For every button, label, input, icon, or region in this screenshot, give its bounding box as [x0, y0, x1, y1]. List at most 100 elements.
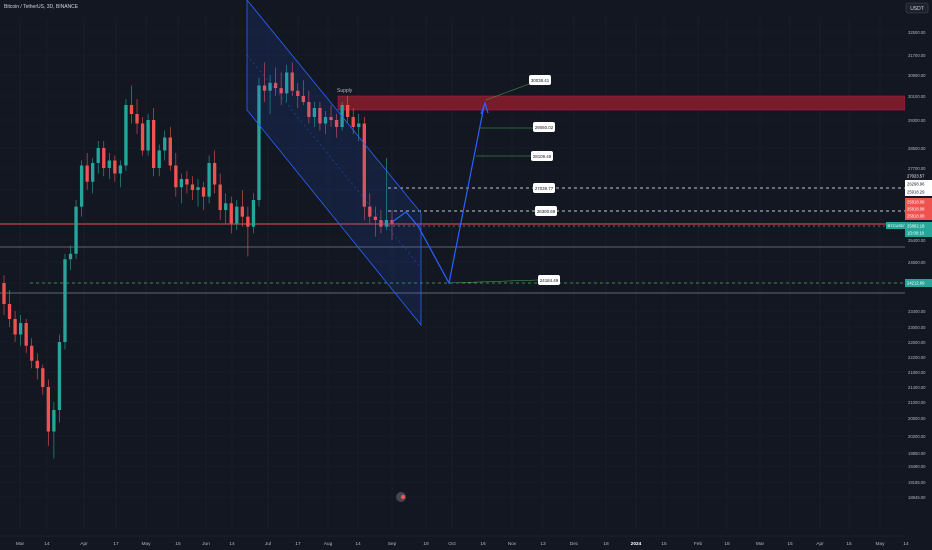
target-label[interactable]: 30038.41: [531, 78, 550, 83]
candle-body[interactable]: [312, 108, 317, 117]
candle-body[interactable]: [146, 120, 150, 151]
candle-body[interactable]: [362, 123, 366, 207]
candle-body[interactable]: [196, 187, 200, 190]
candle-body[interactable]: [135, 114, 139, 124]
candle-body[interactable]: [323, 117, 328, 124]
candle-body[interactable]: [190, 184, 195, 191]
price-badge-3[interactable]: 25918.29: [907, 190, 925, 195]
candles[interactable]: [2, 62, 394, 459]
candle-body[interactable]: [240, 206, 245, 217]
price-badge-4-box[interactable]: [905, 198, 932, 206]
target-label[interactable]: 27039.77: [535, 186, 554, 191]
candle-body[interactable]: [262, 85, 267, 91]
target-label-box[interactable]: [531, 151, 553, 161]
candle-body[interactable]: [168, 137, 172, 166]
candle-body[interactable]: [285, 72, 289, 94]
target-label[interactable]: 28109.49: [533, 154, 552, 159]
currency-badge-box[interactable]: [905, 2, 929, 14]
candle-body[interactable]: [174, 165, 178, 188]
candle-body[interactable]: [268, 82, 272, 91]
candle-body[interactable]: [118, 165, 123, 174]
candle-body[interactable]: [296, 90, 300, 96]
price-badge-2[interactable]: 26298.96: [907, 182, 925, 187]
target-label-box[interactable]: [533, 122, 555, 132]
target-label[interactable]: 24184.49: [540, 278, 559, 283]
candle-body[interactable]: [151, 120, 156, 168]
projection-path[interactable]: [391, 105, 485, 285]
countdown-badge[interactable]: 1D:00:10: [907, 231, 925, 236]
candle-body[interactable]: [307, 102, 311, 117]
target-price-badge[interactable]: 24212.69: [907, 281, 925, 286]
candle-body[interactable]: [218, 184, 222, 211]
symbol-tag[interactable]: BTCUSDT: [888, 223, 907, 228]
candle-body[interactable]: [207, 163, 211, 197]
candle-body[interactable]: [24, 323, 28, 346]
countdown-badge-box[interactable]: [905, 229, 932, 237]
candle-body[interactable]: [124, 105, 128, 166]
candle-body[interactable]: [279, 88, 283, 94]
candle-body[interactable]: [334, 120, 339, 127]
candle-body[interactable]: [373, 216, 378, 220]
candle-body[interactable]: [96, 148, 100, 163]
candle-body[interactable]: [140, 123, 145, 151]
price-badge-4[interactable]: 25818.08: [907, 200, 925, 205]
candle-body[interactable]: [229, 203, 233, 224]
candle-body[interactable]: [290, 72, 294, 91]
price-badge-2-box[interactable]: [905, 180, 932, 188]
candle-body[interactable]: [185, 179, 189, 185]
candle-body[interactable]: [41, 368, 45, 387]
candle-body[interactable]: [13, 319, 17, 335]
candle-body[interactable]: [351, 117, 355, 127]
candle-body[interactable]: [2, 283, 6, 304]
candle-body[interactable]: [212, 163, 217, 185]
candle-body[interactable]: [384, 220, 389, 227]
currency-badge[interactable]: USDT: [910, 6, 924, 12]
candle-body[interactable]: [301, 96, 305, 102]
candle-body[interactable]: [201, 187, 206, 197]
candle-body[interactable]: [246, 216, 250, 227]
target-label-box[interactable]: [538, 275, 560, 285]
candle-body[interactable]: [329, 117, 333, 120]
target-label[interactable]: 29060.02: [535, 125, 554, 130]
candle-body[interactable]: [107, 160, 111, 169]
candle-body[interactable]: [35, 360, 39, 369]
price-badge-6[interactable]: 25818.08: [907, 214, 925, 219]
symbol-tag-box[interactable]: [886, 222, 905, 229]
candle-body[interactable]: [91, 163, 95, 182]
candle-body[interactable]: [163, 137, 167, 151]
descending-channel[interactable]: [246, 0, 422, 327]
candle-body[interactable]: [129, 105, 134, 114]
candle-body[interactable]: [235, 206, 239, 224]
candle-body[interactable]: [18, 323, 23, 335]
candle-body[interactable]: [157, 150, 161, 169]
candle-body[interactable]: [179, 179, 184, 188]
candle-body[interactable]: [46, 387, 51, 432]
target-label-box[interactable]: [535, 206, 557, 216]
price-badge-3-box[interactable]: [905, 188, 932, 196]
last-price-badge[interactable]: 25882.18: [907, 224, 925, 229]
target-price-badge-box[interactable]: [905, 279, 932, 287]
candle-body[interactable]: [7, 304, 12, 319]
price-badge-5-box[interactable]: [905, 205, 932, 213]
candle-body[interactable]: [318, 108, 322, 124]
candle-body[interactable]: [30, 345, 34, 361]
candle-body[interactable]: [345, 105, 350, 117]
target-label[interactable]: 26300.69: [537, 209, 556, 214]
target-label-box[interactable]: [533, 183, 555, 193]
candle-body[interactable]: [79, 165, 84, 207]
candle-body[interactable]: [357, 123, 361, 128]
price-badge-1[interactable]: 27023.57: [907, 174, 925, 179]
candle-body[interactable]: [68, 253, 73, 260]
candle-body[interactable]: [74, 206, 78, 254]
price-axis[interactable]: 32500.00 31700.00 30900.00 30100.00 29300.00…: [905, 0, 932, 550]
candle-body[interactable]: [52, 410, 56, 432]
candle-body[interactable]: [273, 82, 278, 89]
candle-body[interactable]: [57, 342, 62, 410]
logo-icon[interactable]: [396, 492, 406, 502]
last-price-badge-box[interactable]: [905, 222, 932, 230]
price-badge-1-box[interactable]: [905, 172, 932, 180]
candle-body[interactable]: [251, 200, 256, 227]
candle-body[interactable]: [379, 220, 383, 227]
target-label-box[interactable]: [529, 75, 551, 85]
